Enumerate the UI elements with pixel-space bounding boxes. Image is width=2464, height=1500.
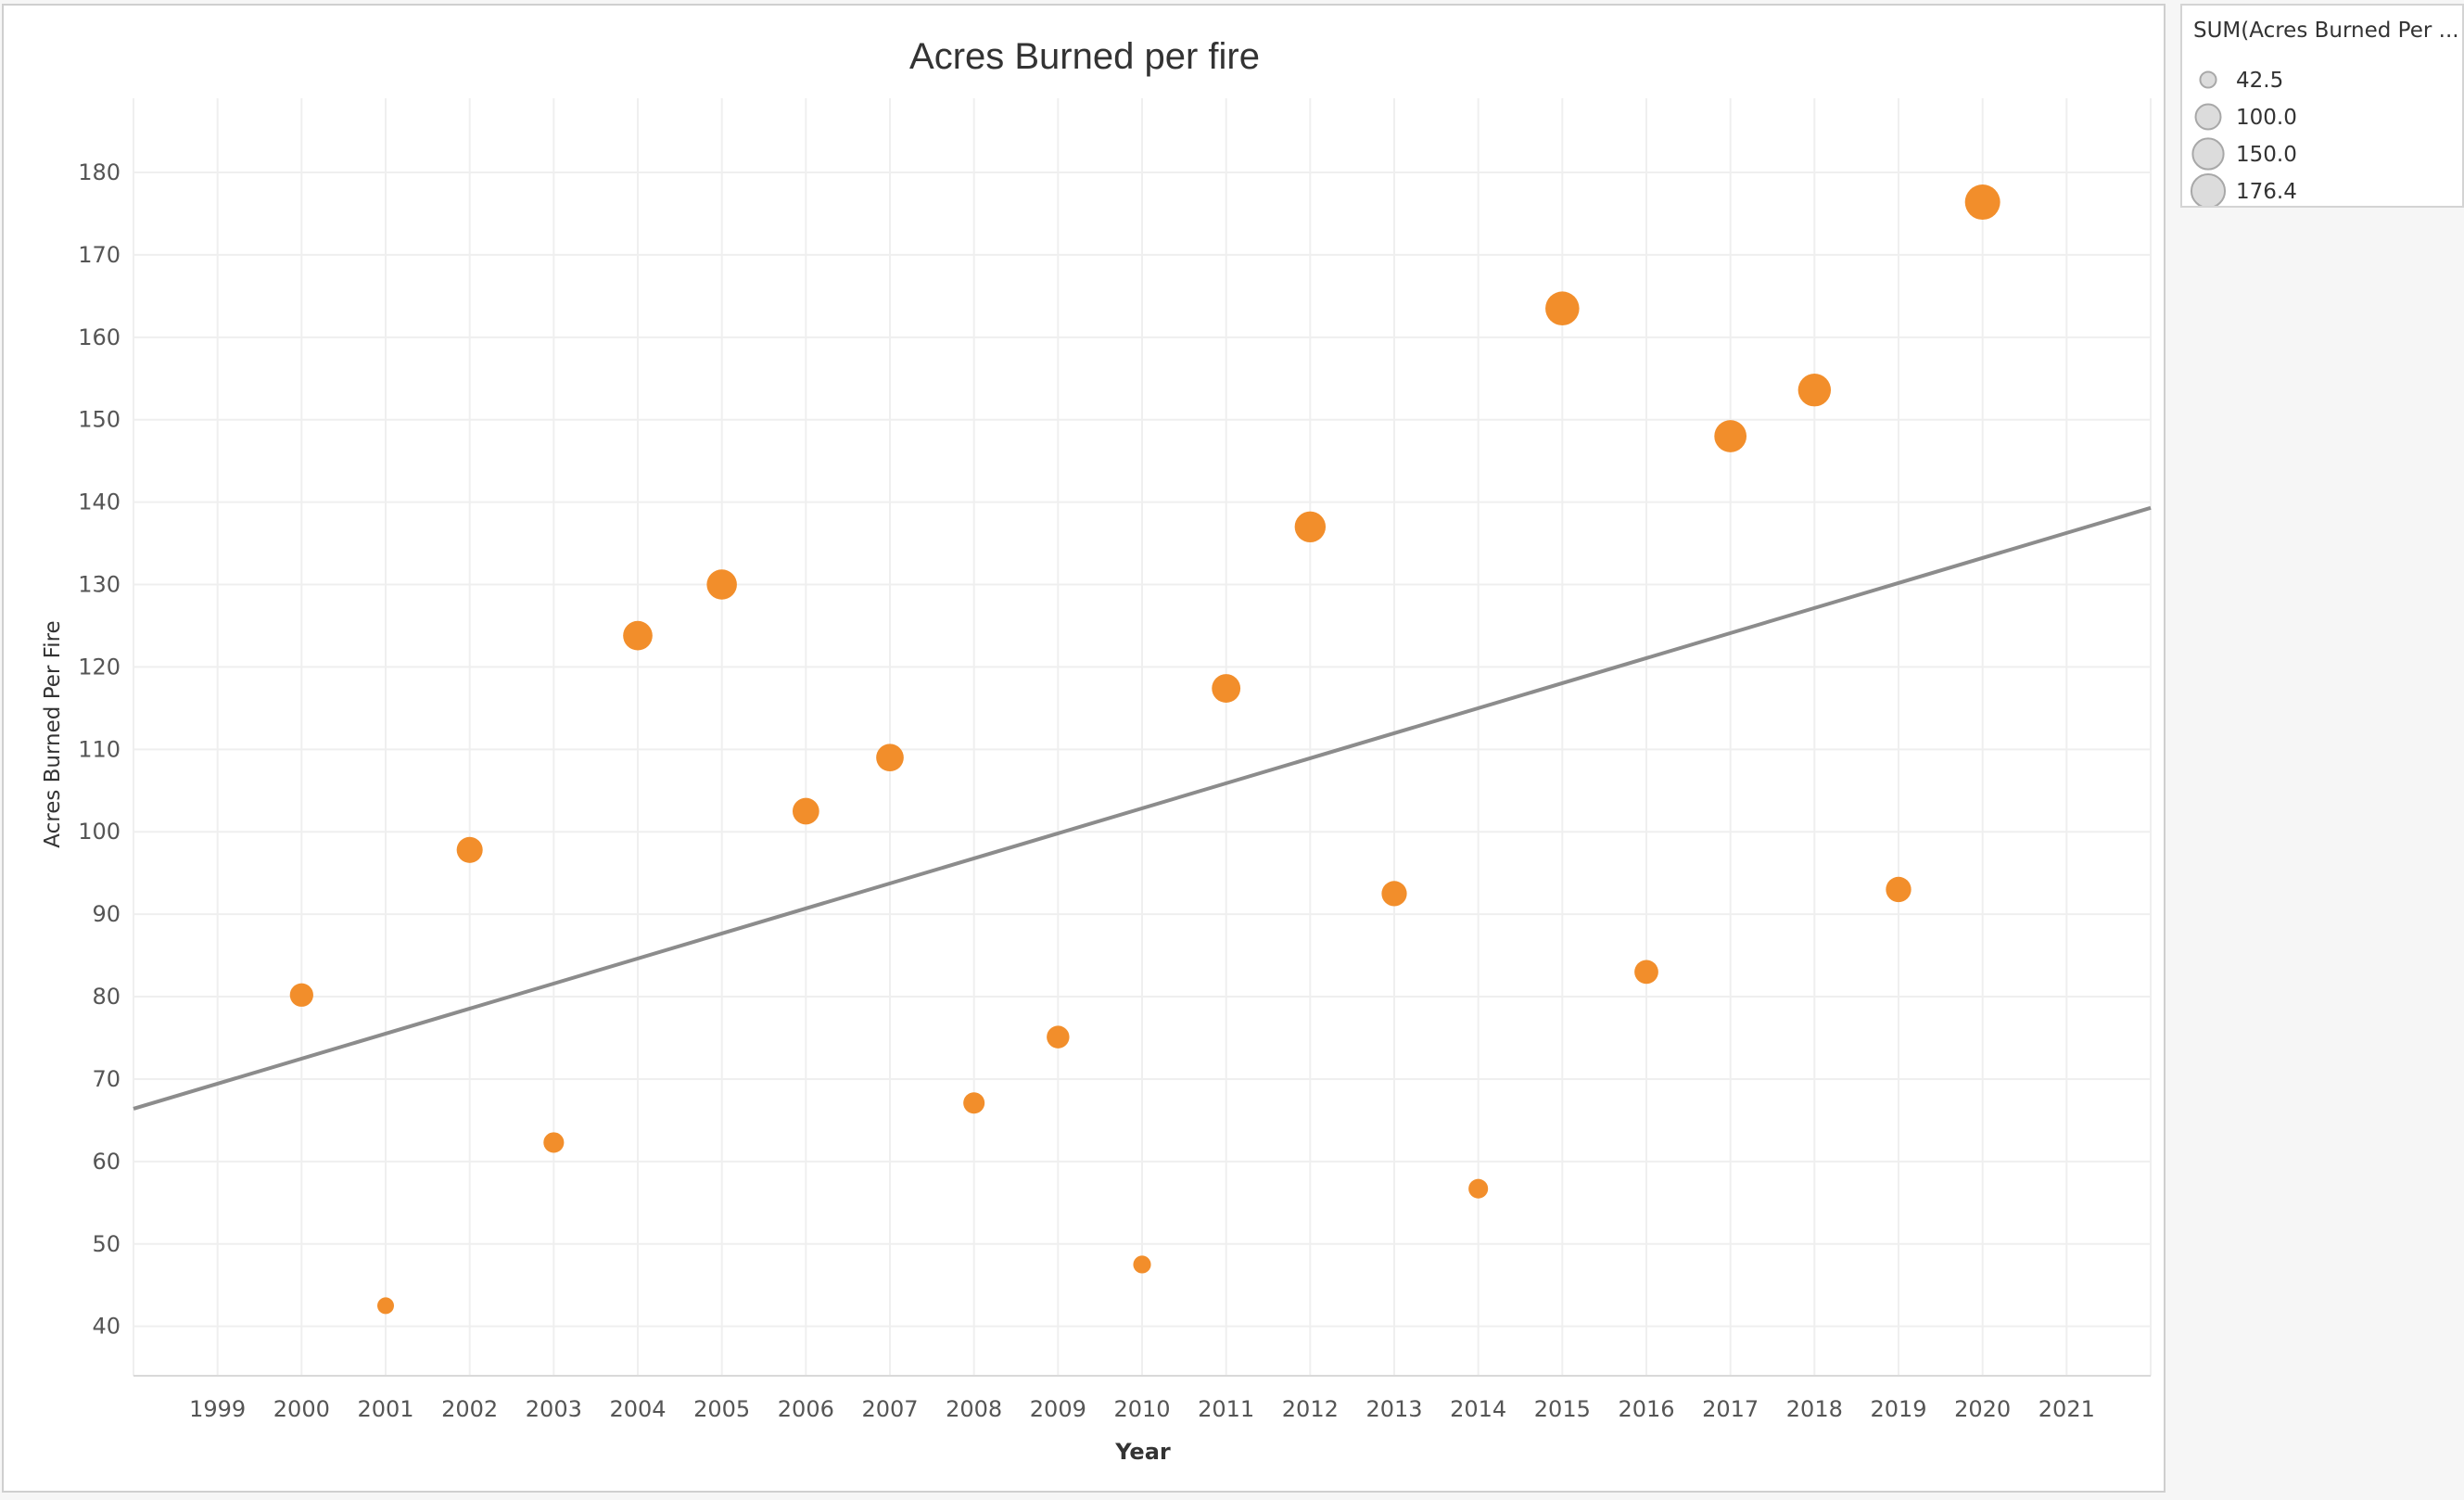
y-tick-label: 80 <box>92 984 121 1010</box>
x-tick-label: 2010 <box>1113 1396 1170 1422</box>
trend-line-layer <box>133 505 2152 1111</box>
data-point <box>963 1092 985 1114</box>
y-tick-label: 160 <box>78 324 121 350</box>
data-point <box>1294 511 1327 542</box>
x-tick-label: 2003 <box>526 1396 582 1422</box>
x-tick-label: 2000 <box>273 1396 330 1422</box>
y-tick-label: 130 <box>78 572 121 598</box>
data-point <box>1634 960 1658 985</box>
x-tick-label: 2002 <box>441 1396 498 1422</box>
legend-entry-label: 42.5 <box>2236 69 2283 93</box>
y-tick-label: 40 <box>92 1314 121 1340</box>
legend-size-marker <box>2194 103 2222 131</box>
y-tick-label: 110 <box>78 736 121 762</box>
data-point <box>1212 674 1241 703</box>
data-point <box>1381 881 1407 907</box>
data-points <box>289 184 2000 1315</box>
x-tick-label: 2016 <box>1618 1396 1674 1422</box>
trend-line <box>133 505 2152 1111</box>
y-tick-label: 170 <box>78 242 121 268</box>
data-point <box>792 797 819 825</box>
data-point <box>1047 1025 1070 1049</box>
data-point <box>543 1132 565 1153</box>
y-tick-label: 120 <box>78 654 121 680</box>
data-point <box>706 569 737 600</box>
legend-size-marker <box>2199 70 2217 89</box>
data-point <box>1545 291 1580 325</box>
data-point <box>1468 1178 1489 1199</box>
chart-title: Acres Burned per fire <box>909 36 1260 77</box>
data-point <box>1133 1255 1151 1274</box>
legend-size-marker <box>2191 137 2225 171</box>
legend-size-marker <box>2190 172 2227 206</box>
data-point <box>289 983 313 1007</box>
x-tick-label: 2008 <box>946 1396 1002 1422</box>
data-point <box>1797 374 1832 407</box>
x-tick-label: 2012 <box>1282 1396 1339 1422</box>
x-tick-label: 2014 <box>1450 1396 1506 1422</box>
x-tick-label: 2009 <box>1030 1396 1086 1422</box>
x-tick-label: 2001 <box>357 1396 413 1422</box>
x-tick-label: 1999 <box>189 1396 246 1422</box>
data-point <box>377 1297 394 1315</box>
x-axis-label: Year <box>1114 1439 1171 1465</box>
scatter-chart: Acres Burned per fire 1999 2000 2001 2002 20… <box>41 36 2152 1465</box>
x-tick-label: 2007 <box>861 1396 918 1422</box>
y-tick-label: 150 <box>78 407 121 433</box>
y-tick-label: 70 <box>92 1066 121 1092</box>
y-tick-label: 90 <box>92 901 121 927</box>
axes: 1999 2000 2001 2002 2003 2004 2005 2006 2007 2008… <box>78 159 2151 1422</box>
x-tick-label: 2006 <box>778 1396 834 1422</box>
x-tick-label: 2020 <box>1954 1396 2011 1422</box>
data-point <box>1964 184 2000 221</box>
y-tick-label: 50 <box>92 1231 121 1257</box>
legend-entry-label: 100.0 <box>2236 106 2297 130</box>
data-point <box>1714 420 1747 452</box>
x-tick-label: 2019 <box>1870 1396 1926 1422</box>
x-tick-label: 2005 <box>693 1396 750 1422</box>
y-tick-label: 60 <box>92 1149 121 1175</box>
x-tick-label: 2015 <box>1534 1396 1591 1422</box>
x-tick-label: 2013 <box>1365 1396 1422 1422</box>
x-tick-label: 2004 <box>609 1396 666 1422</box>
y-tick-label: 180 <box>78 159 121 185</box>
legend-entry-label: 176.4 <box>2236 180 2297 204</box>
chart-panel: Acres Burned per fire 1999 2000 2001 2002 20… <box>2 4 2166 1493</box>
x-tick-label: 2018 <box>1786 1396 1843 1422</box>
x-tick-label: 2011 <box>1198 1396 1254 1422</box>
y-axis-label: Acres Burned Per Fire <box>41 620 65 847</box>
data-point <box>456 836 483 863</box>
data-point <box>1886 876 1912 903</box>
y-tick-label: 140 <box>78 489 121 515</box>
legend-entries: 42.5 100.0 150.0 176.4 <box>2190 69 2297 206</box>
x-tick-label: 2021 <box>2039 1396 2095 1422</box>
data-point <box>876 744 904 772</box>
gridlines <box>133 98 2152 1376</box>
size-legend: SUM(Acres Burned Per ... 42.5 100.0 150.0 1… <box>2180 4 2464 208</box>
legend-entry-label: 150.0 <box>2236 143 2297 167</box>
x-tick-label: 2017 <box>1702 1396 1759 1422</box>
y-tick-label: 100 <box>78 819 121 845</box>
data-point <box>623 620 653 651</box>
